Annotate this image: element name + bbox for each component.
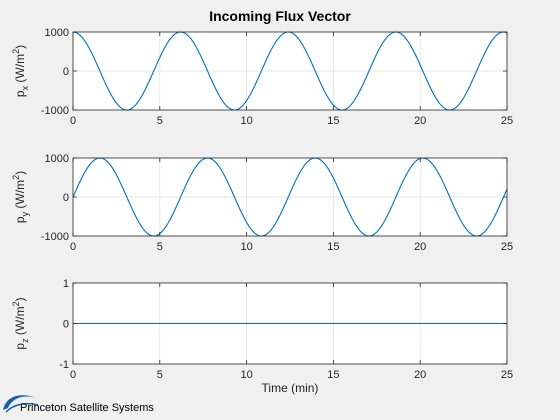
y-axis-label-px: px (W/m2) [11,45,30,97]
y-tick-label: 0 [63,319,69,331]
x-tick-label: 15 [327,115,339,127]
y-label-subscript: z [20,338,30,343]
x-axis-label: Time (min) [262,381,319,395]
x-tick-label: 10 [240,115,252,127]
y-label-subscript: x [20,85,30,90]
x-tick-label: 25 [501,115,513,127]
x-tick-label: 10 [240,241,252,253]
y-label-main: p [13,90,27,97]
y-label-main: p [13,216,27,223]
y-label-units: (W/m [13,54,27,86]
y-label-superscript: 2 [11,49,21,54]
figure-title: Incoming Flux Vector [209,8,351,24]
x-tick-label: 0 [70,115,76,127]
y-axis-label-py: py (W/m2) [11,171,30,223]
orbit-swoosh-icon [3,395,36,410]
y-label-units: (W/m [13,180,27,212]
x-tick-label: 5 [157,241,163,253]
x-tick-label: 25 [501,369,513,381]
x-tick-label: 15 [327,241,339,253]
y-label-superscript: 2 [11,175,21,180]
y-tick-label: -1000 [41,105,69,117]
y-axis-label-pz: pz (W/m2) [11,297,30,349]
x-tick-label: 15 [327,369,339,381]
y-label-subscript: y [20,211,30,216]
x-tick-label: 5 [157,369,163,381]
y-tick-label: 1000 [45,27,69,39]
orbit-swoosh-icon-accent [5,402,39,413]
y-tick-label: 1 [63,278,69,290]
y-tick-label: -1 [59,359,69,371]
x-tick-label: 5 [157,115,163,127]
y-tick-label: 0 [63,192,69,204]
x-tick-label: 0 [70,241,76,253]
y-label-close: ) [13,171,27,175]
y-label-superscript: 2 [11,301,21,306]
logo: Princeton Satellite Systems [3,395,154,414]
x-tick-label: 25 [501,241,513,253]
y-label-close: ) [13,297,27,301]
y-label-close: ) [13,45,27,49]
logo-text: Princeton Satellite Systems [20,402,154,414]
series-line-py [72,157,508,237]
x-tick-label: 10 [240,369,252,381]
y-tick-label: 1000 [45,153,69,165]
y-tick-label: -1000 [41,231,69,243]
y-label-main: p [13,343,27,350]
y-tick-label: 0 [63,66,69,78]
y-label-units: (W/m [13,306,27,338]
x-tick-label: 20 [414,241,426,253]
x-tick-label: 20 [414,369,426,381]
x-tick-label: 0 [70,369,76,381]
x-tick-label: 20 [414,115,426,127]
